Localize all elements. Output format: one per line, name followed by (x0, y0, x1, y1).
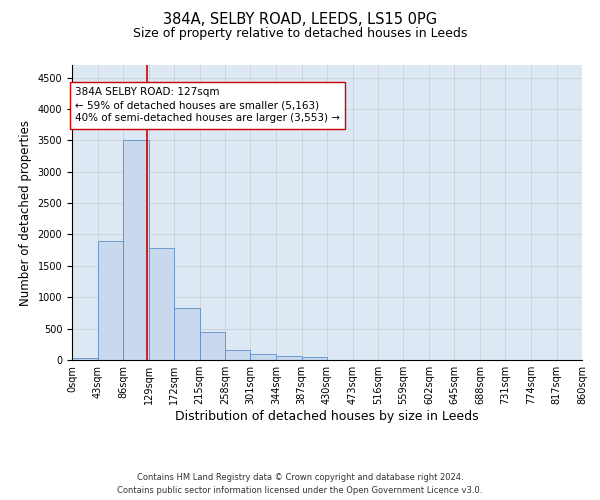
Bar (251, 354, 276, 360)
Text: Contains HM Land Registry data © Crown copyright and database right 2024.
Contai: Contains HM Land Registry data © Crown c… (118, 473, 482, 495)
Bar (72, 358, 97, 360)
Text: 384A, SELBY ROAD, LEEDS, LS15 0PG: 384A, SELBY ROAD, LEEDS, LS15 0PG (163, 12, 437, 28)
Bar (225, 350, 251, 360)
Bar (123, 140, 149, 360)
X-axis label: Distribution of detached houses by size in Leeds: Distribution of detached houses by size … (175, 410, 479, 423)
Bar (149, 248, 174, 360)
Bar (302, 357, 327, 360)
Bar (276, 356, 302, 360)
Bar (97, 240, 123, 360)
Bar (174, 308, 199, 360)
Text: Size of property relative to detached houses in Leeds: Size of property relative to detached ho… (133, 28, 467, 40)
Bar (199, 332, 225, 360)
Y-axis label: Number of detached properties: Number of detached properties (19, 120, 32, 306)
Text: 384A SELBY ROAD: 127sqm
← 59% of detached houses are smaller (5,163)
40% of semi: 384A SELBY ROAD: 127sqm ← 59% of detache… (75, 87, 340, 124)
